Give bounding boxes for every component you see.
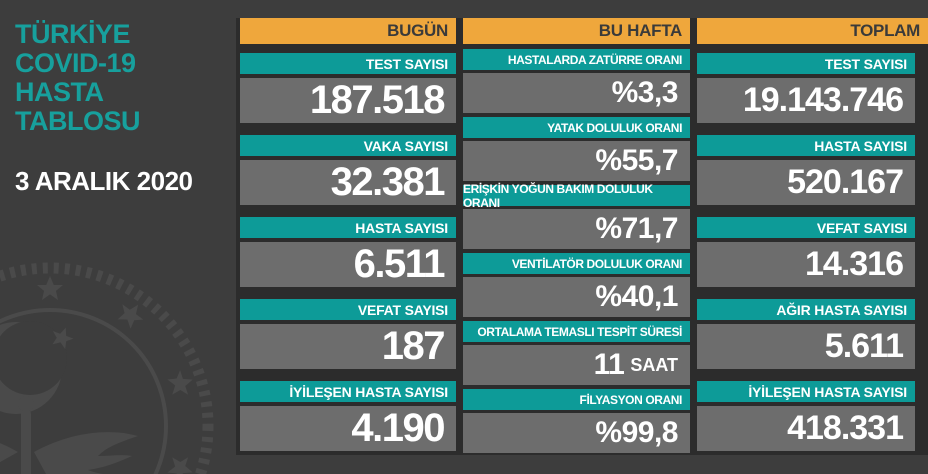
stat-cell-yogun-bakim-doluluk: ERİŞKİN YOĞUN BAKIM DOLULUK ORANI %71,7 (463, 182, 690, 249)
report-date: 3 ARALIK 2020 (15, 166, 193, 196)
stat-value: 19.143.746 (697, 78, 915, 123)
stat-cell-vefat-sayisi-toplam: VEFAT SAYISI 14.316 (697, 217, 915, 287)
stat-label: VEFAT SAYISI (240, 299, 456, 320)
stat-cell-iyilesen-bugun: İYİLEŞEN HASTA SAYISI 4.190 (240, 381, 456, 451)
sidebar: TÜRKİYE COVID-19 HASTA TABLOSU 3 ARALIK … (0, 0, 236, 474)
stat-value: 6.511 (240, 242, 456, 287)
title-line-1: TÜRKİYE (15, 19, 131, 49)
page-title: TÜRKİYE COVID-19 HASTA TABLOSU (15, 19, 141, 136)
stat-cell-temasli-tespit-suresi: ORTALAMA TEMASLI TESPİT SÜRESİ 11 SAAT (463, 321, 690, 385)
title-line-4: TABLOSU (15, 106, 141, 136)
stat-label: HASTA SAYISI (240, 217, 456, 238)
stat-value: 14.316 (697, 242, 915, 287)
stat-cell-test-sayisi-toplam: TEST SAYISI 19.143.746 (697, 53, 915, 123)
stat-value: 187.518 (240, 78, 456, 123)
stat-value: %3,3 (463, 73, 690, 113)
stat-cell-test-sayisi-bugun: TEST SAYISI 187.518 (240, 53, 456, 123)
stat-value: 5.611 (697, 324, 915, 369)
stat-cell-vaka-sayisi: VAKA SAYISI 32.381 (240, 135, 456, 205)
stat-value: 32.381 (240, 160, 456, 205)
stat-label: FİLYASYON ORANI (463, 389, 690, 410)
stat-label: VEFAT SAYISI (697, 217, 915, 238)
stat-cell-agir-hasta-sayisi: AĞIR HASTA SAYISI 5.611 (697, 299, 915, 369)
stat-value-unit: SAAT (630, 354, 678, 375)
stat-cell-ventilator-doluluk: VENTİLATÖR DOLULUK ORANI %40,1 (463, 253, 690, 317)
stat-value: 187 (240, 324, 456, 369)
stat-label: HASTA SAYISI (697, 135, 915, 156)
stat-value: 520.167 (697, 160, 915, 205)
stat-label: VAKA SAYISI (240, 135, 456, 156)
stat-label: YATAK DOLULUK ORANI (463, 117, 690, 138)
column-toplam: TOPLAM TEST SAYISI 19.143.746 HASTA SAYI… (697, 18, 928, 451)
column-header-toplam: TOPLAM (697, 18, 928, 44)
stat-label: İYİLEŞEN HASTA SAYISI (240, 381, 456, 402)
title-line-3: HASTA (15, 77, 104, 107)
stat-value: %55,7 (463, 141, 690, 181)
stat-label: AĞIR HASTA SAYISI (697, 299, 915, 320)
stat-cell-yatak-doluluk: YATAK DOLULUK ORANI %55,7 (463, 117, 690, 181)
stat-value: %40,1 (463, 277, 690, 317)
stat-value: 4.190 (240, 406, 456, 451)
column-header-bu-hafta: BU HAFTA (463, 18, 690, 44)
stat-label: İYİLEŞEN HASTA SAYISI (697, 381, 915, 402)
stat-value: %71,7 (463, 209, 690, 249)
stat-label: HASTALARDA ZATÜRRE ORANI (463, 49, 690, 70)
stat-value: 418.331 (697, 406, 915, 451)
stat-label: VENTİLATÖR DOLULUK ORANI (463, 253, 690, 274)
column-bu-hafta: BU HAFTA HASTALARDA ZATÜRRE ORANI %3,3 Y… (463, 18, 690, 453)
column-header-bugun: BUGÜN (240, 18, 456, 44)
stat-value: 11 SAAT (463, 345, 690, 385)
stat-label: TEST SAYISI (697, 53, 915, 74)
stat-cell-vefat-sayisi-bugun: VEFAT SAYISI 187 (240, 299, 456, 369)
column-bugun: BUGÜN TEST SAYISI 187.518 VAKA SAYISI 32… (240, 18, 456, 451)
stat-cell-iyilesen-toplam: İYİLEŞEN HASTA SAYISI 418.331 (697, 381, 915, 451)
stat-label: ERİŞKİN YOĞUN BAKIM DOLULUK ORANI (463, 182, 690, 210)
stat-label: TEST SAYISI (240, 53, 456, 74)
stat-cell-hasta-sayisi-toplam: HASTA SAYISI 520.167 (697, 135, 915, 205)
title-line-2: COVID-19 (15, 48, 136, 78)
stat-value: %99,8 (463, 413, 690, 453)
stat-label: ORTALAMA TEMASLI TESPİT SÜRESİ (463, 321, 690, 342)
stats-panel: BUGÜN TEST SAYISI 187.518 VAKA SAYISI 32… (236, 18, 928, 455)
stat-cell-hasta-sayisi-bugun: HASTA SAYISI 6.511 (240, 217, 456, 287)
health-ministry-emblem-icon (0, 262, 214, 474)
stat-cell-filyasyon-orani: FİLYASYON ORANI %99,8 (463, 389, 690, 453)
stat-cell-zaturre-orani: HASTALARDA ZATÜRRE ORANI %3,3 (463, 49, 690, 113)
